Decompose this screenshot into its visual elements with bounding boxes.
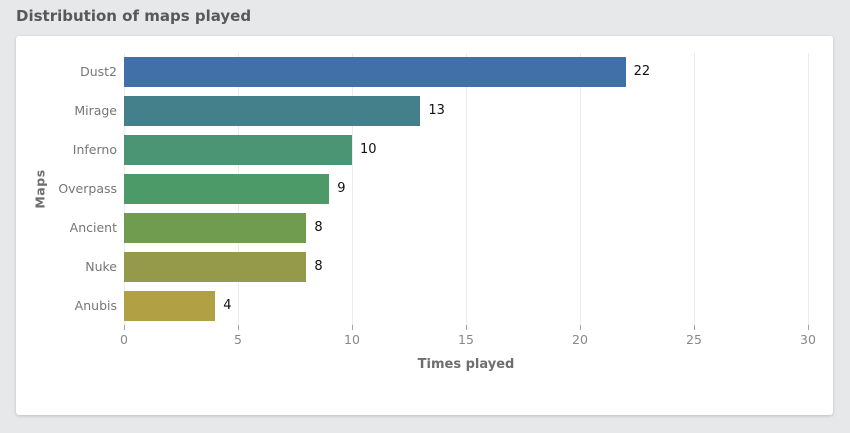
category-label: Mirage <box>74 103 117 119</box>
page-title: Distribution of maps played <box>16 7 252 25</box>
gridline <box>693 53 695 325</box>
value-label: 4 <box>223 297 232 313</box>
x-tick-mark <box>351 325 353 330</box>
x-tick-label: 0 <box>120 332 128 347</box>
bar-chart-plot-area: Times played 0 5 10 15 20 25 30 Dust2 22 Mirage 13… <box>58 53 816 372</box>
chart-card: Maps Times played 0 5 10 15 20 25 30 Dust2 22 Mir… <box>16 36 833 415</box>
x-tick-mark <box>807 325 809 330</box>
x-tick-mark <box>123 325 125 330</box>
value-label: 13 <box>428 103 445 119</box>
gridline <box>807 53 809 325</box>
x-tick-label: 25 <box>686 332 702 347</box>
x-tick-mark <box>693 325 695 330</box>
x-tick-mark <box>465 325 467 330</box>
bar-nuke <box>124 251 307 282</box>
y-axis-title: Maps <box>32 169 48 209</box>
x-tick-mark <box>579 325 581 330</box>
value-label: 9 <box>337 181 346 196</box>
gridline <box>465 53 467 325</box>
category-label: Anubis <box>74 297 117 313</box>
x-axis-title: Times played <box>417 357 515 372</box>
category-label: Overpass <box>58 181 117 196</box>
bar-dust2 <box>124 57 626 88</box>
x-tick-label: 15 <box>458 332 474 347</box>
gridline <box>351 53 353 325</box>
category-label: Nuke <box>85 258 117 274</box>
x-tick-label: 20 <box>572 332 588 347</box>
value-label: 8 <box>314 258 323 274</box>
category-label: Dust2 <box>80 64 117 80</box>
x-tick-label: 5 <box>234 332 242 347</box>
gridline <box>579 53 581 325</box>
category-label: Ancient <box>69 219 117 235</box>
bar-anubis <box>124 290 216 321</box>
value-label: 22 <box>633 64 651 80</box>
x-tick-label: 30 <box>800 332 816 347</box>
value-label: 8 <box>314 219 323 235</box>
bar-inferno <box>124 135 352 166</box>
x-tick-mark <box>237 325 239 330</box>
x-tick-label: 10 <box>344 332 360 347</box>
bar-ancient <box>124 212 307 243</box>
bar-overpass <box>124 174 330 204</box>
category-label: Inferno <box>72 142 117 158</box>
value-label: 10 <box>360 142 377 158</box>
bar-mirage <box>124 96 421 127</box>
